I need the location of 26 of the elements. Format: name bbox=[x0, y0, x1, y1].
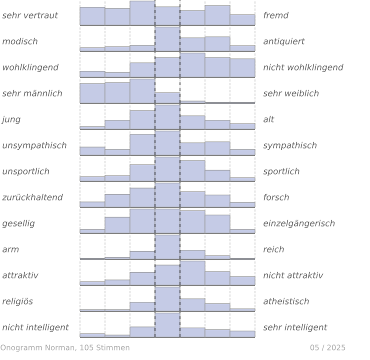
y2-axis-title: einzelgängerisch bbox=[264, 220, 335, 228]
y-axis-title: attraktiv bbox=[2, 272, 39, 278]
y-axis-title: sehr männlich bbox=[2, 90, 62, 96]
y2-axis-title: antiquiert bbox=[264, 38, 305, 46]
y-axis-title: jung bbox=[1, 116, 20, 124]
y2-axis-title: atheistisch bbox=[264, 298, 309, 304]
y-axis-title: modisch bbox=[2, 38, 38, 44]
y2-axis-title: forsch bbox=[264, 194, 289, 200]
y2-axis-title: sehr intelligent bbox=[263, 324, 328, 332]
y-axis-title: sehr vertraut bbox=[2, 12, 58, 18]
y2-axis-title: fremd bbox=[264, 12, 289, 18]
y-axis-title: nicht intelligent bbox=[2, 324, 70, 332]
y-axis-title: arm bbox=[2, 248, 19, 252]
y2-axis-title: nicht attraktiv bbox=[263, 272, 324, 278]
y-axis-title: gesellig bbox=[2, 220, 35, 228]
y2-axis-title: reich bbox=[263, 246, 284, 252]
y-axis-title: zurückhaltend bbox=[2, 194, 63, 200]
y2-axis-title: sehr weiblich bbox=[263, 90, 319, 96]
y2-axis-title: alt bbox=[264, 116, 274, 122]
y-axis-title: religiös bbox=[2, 298, 33, 306]
y-axis-title: unsportlich bbox=[2, 168, 50, 176]
y-axis-title: wohlklingend bbox=[2, 64, 59, 72]
y2-axis-title: sportlich bbox=[263, 168, 300, 176]
y2-axis-title: sympathisch bbox=[263, 142, 317, 150]
y-axis-title: unsympathisch bbox=[2, 142, 66, 150]
y2-axis-title: nicht wohlklingend bbox=[263, 64, 344, 72]
